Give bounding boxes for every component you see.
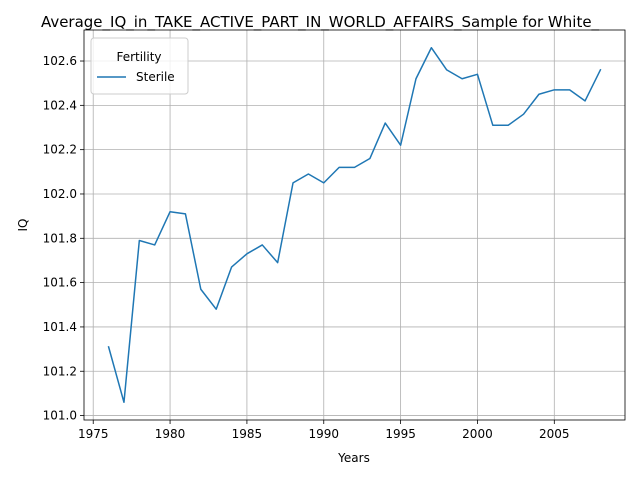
y-tick-label: 101.2 — [43, 364, 77, 378]
legend: Fertility Sterile — [90, 37, 189, 95]
legend-label-sterile: Sterile — [136, 70, 175, 84]
x-tick-label: 1980 — [155, 427, 186, 441]
legend-box — [90, 37, 189, 95]
grid — [84, 30, 625, 420]
x-tick-label: 1985 — [232, 427, 263, 441]
x-axis: 1975 1980 1985 1990 1995 2000 2005 — [78, 420, 570, 441]
y-tick-label: 102.0 — [43, 187, 77, 201]
x-tick-label: 1990 — [308, 427, 339, 441]
y-tick-label: 101.8 — [43, 231, 77, 245]
y-tick-label: 101.6 — [43, 276, 77, 290]
x-tick-label: 2000 — [462, 427, 493, 441]
y-tick-label: 102.4 — [43, 98, 77, 112]
legend-title: Fertility — [116, 50, 161, 64]
x-tick-label: 1975 — [78, 427, 109, 441]
y-tick-label: 102.6 — [43, 54, 77, 68]
y-axis: 101.0 101.2 101.4 101.6 101.8 102.0 102.2 102.4… — [43, 54, 84, 423]
y-tick-label: 101.4 — [43, 320, 77, 334]
chart-title: Average_IQ_in_TAKE_ACTIVE_PART_IN_WORLD_… — [41, 13, 600, 32]
y-tick-label: 101.0 — [43, 409, 77, 423]
x-tick-label: 1995 — [385, 427, 416, 441]
x-tick-label: 2005 — [539, 427, 570, 441]
plot-frame — [83, 29, 626, 421]
series-line-sterile — [107, 46, 602, 404]
y-axis-label: IQ — [16, 219, 30, 232]
series-layer — [107, 46, 602, 404]
y-tick-label: 102.2 — [43, 143, 77, 157]
x-axis-label: Years — [337, 451, 370, 465]
